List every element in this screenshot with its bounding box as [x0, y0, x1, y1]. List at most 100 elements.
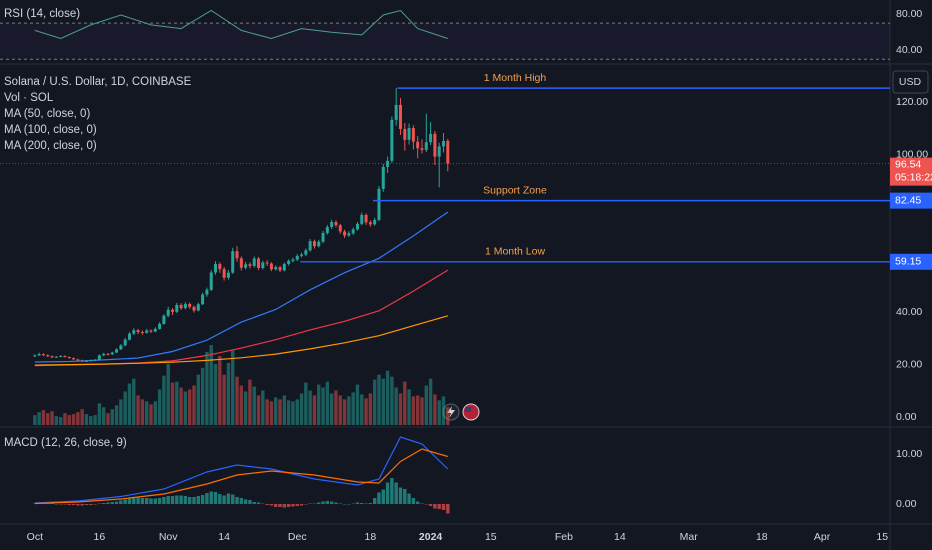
macd-histogram-bar — [50, 503, 54, 504]
volume-bar — [441, 396, 446, 425]
macd-histogram-bar — [308, 503, 312, 504]
price-label: 59.15 — [895, 256, 921, 268]
candle-body — [231, 251, 235, 273]
candle-body — [158, 323, 162, 329]
candle-body — [257, 258, 261, 268]
candle-body — [89, 360, 93, 362]
volume-bar — [351, 392, 355, 425]
legend-entry: MA (50, close, 0) — [4, 108, 90, 120]
y-tick-label: 20.00 — [896, 358, 922, 370]
volume-bar — [33, 415, 37, 425]
candle-body — [192, 306, 196, 311]
candle-body — [373, 219, 377, 225]
candle-body — [287, 260, 291, 265]
volume-bar — [286, 400, 291, 425]
macd-histogram-bar — [153, 498, 157, 504]
volume-bar — [231, 350, 235, 425]
currency-button[interactable] — [892, 70, 929, 94]
macd-histogram-bar — [304, 504, 308, 505]
candle-body — [132, 330, 136, 334]
macd-histogram-bar — [437, 504, 441, 509]
volume-bar — [390, 376, 394, 425]
volume-bar — [123, 391, 127, 425]
x-tick-label: Nov — [159, 531, 178, 543]
volume-bar — [261, 390, 265, 425]
candle-body — [360, 214, 364, 224]
volume-bar — [157, 389, 162, 425]
candle-body — [381, 166, 385, 189]
macd-histogram-bar — [428, 504, 433, 506]
macd-histogram-bar — [209, 491, 213, 504]
candle-body — [102, 353, 106, 356]
macd-histogram-bar — [299, 504, 304, 506]
volume-bar — [235, 376, 239, 425]
x-tick-label: 18 — [365, 531, 377, 543]
macd-histogram-bar — [256, 502, 261, 504]
macd-histogram-bar — [63, 504, 67, 505]
volume-bar — [415, 395, 420, 425]
x-tick-label: Apr — [814, 531, 831, 543]
price-label-box — [890, 192, 932, 209]
volume-bar — [37, 412, 41, 425]
volume-bar — [248, 379, 252, 425]
macd-histogram-bar — [325, 501, 330, 504]
volume-bar — [377, 374, 381, 425]
macd-histogram-bar — [347, 504, 351, 505]
candle-body — [54, 356, 58, 358]
candle-body — [368, 222, 372, 225]
candle-body — [269, 263, 273, 270]
volume-bar — [149, 404, 153, 425]
last-price: 96.54 — [895, 158, 921, 170]
macd-histogram-bar — [338, 503, 342, 504]
macd-histogram-bar — [110, 502, 114, 504]
macd-histogram-bar — [364, 503, 368, 504]
volume-bar — [136, 395, 140, 425]
macd-histogram-bar — [282, 504, 287, 508]
volume-bar — [347, 396, 351, 425]
candle-body — [407, 128, 411, 140]
macd-histogram-bar — [123, 499, 127, 504]
volume-bar — [110, 409, 114, 425]
y-tick-label: 10.00 — [896, 448, 922, 460]
macd-histogram-bar — [372, 498, 377, 504]
x-tick-label: 15 — [485, 531, 497, 543]
rsi-line — [34, 9, 448, 40]
candle-body — [291, 259, 295, 261]
y-tick-label: 120.00 — [896, 96, 928, 108]
volume-bar — [71, 414, 76, 425]
volume-bar — [355, 384, 360, 425]
macd-histogram-bar — [213, 492, 218, 504]
volume-bar — [394, 387, 398, 425]
volume-bar — [403, 381, 407, 425]
candle-body — [437, 146, 441, 157]
volume-bar — [175, 381, 179, 425]
macd-histogram-bar — [46, 503, 50, 504]
volume-bar — [424, 385, 428, 425]
candle-body — [140, 332, 144, 334]
currency: USD — [899, 76, 922, 88]
candle-body — [59, 355, 63, 357]
volume-bar — [295, 399, 299, 425]
macd-histogram-bar — [415, 501, 420, 504]
volume-bar — [282, 395, 287, 425]
volume-bar — [334, 390, 338, 425]
candle-body — [351, 229, 355, 234]
macd-histogram-bar — [231, 494, 235, 504]
candle-body — [226, 272, 230, 278]
volume-bar — [381, 378, 385, 425]
candle-body — [218, 264, 222, 270]
candle-body — [446, 140, 450, 164]
y-tick-label: 40.00 — [896, 306, 922, 318]
volume-bar — [106, 413, 110, 425]
y-tick-label: 80.00 — [896, 8, 922, 20]
volume-bar — [398, 393, 403, 425]
candle-body — [252, 258, 256, 266]
rsi-band — [0, 23, 890, 60]
volume-bar — [132, 378, 136, 425]
volume-title: Vol · SOL — [4, 92, 54, 104]
volume-bar — [93, 415, 97, 425]
macd-histogram-bar — [144, 498, 149, 504]
volume-bar — [274, 397, 278, 425]
volume-bar — [209, 345, 213, 425]
